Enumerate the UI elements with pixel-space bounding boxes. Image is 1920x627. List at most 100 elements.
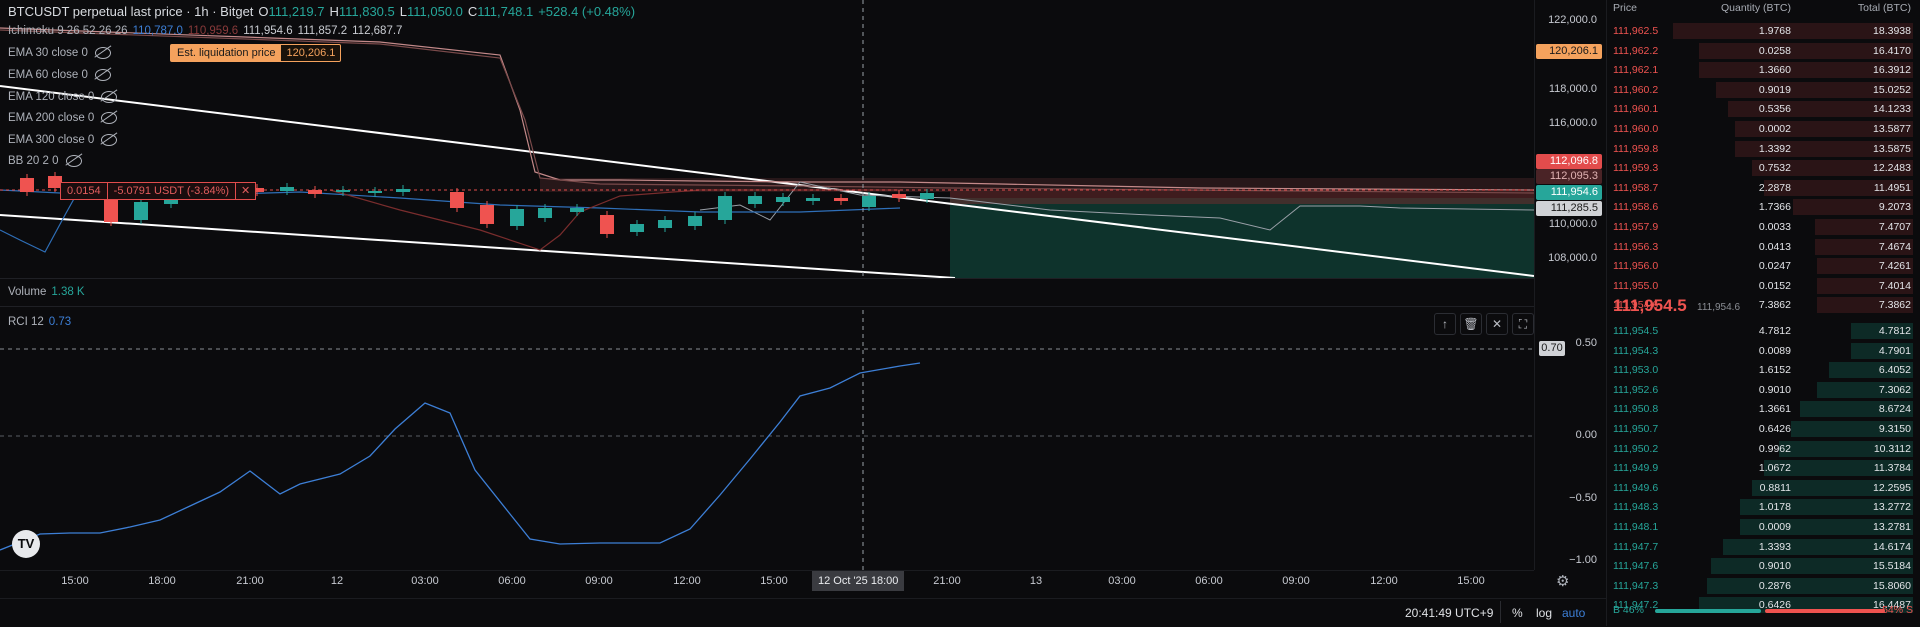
bid-row[interactable]: 111,952.6 0.9010 7.3062 (1607, 381, 1920, 399)
time-axis[interactable]: 15:00 18:00 21:00 12 03:00 06:00 09:00 1… (0, 570, 1534, 593)
ohlc-open: O111,219.7 (258, 4, 325, 19)
bid-row[interactable]: 111,950.8 1.3661 8.6724 (1607, 400, 1920, 418)
close-position-icon[interactable]: ✕ (241, 185, 251, 197)
depth-bar (1723, 538, 1913, 555)
maximize-pane-button[interactable]: ⛶ (1512, 313, 1534, 335)
time-tick: 13 (1029, 575, 1043, 587)
bid-row[interactable]: 111,947.6 0.9010 15.5184 (1607, 557, 1920, 575)
bid-row[interactable]: 111,954.5 4.7812 4.7812 (1607, 322, 1920, 340)
bid-row[interactable]: 111,949.9 1.0672 11.3784 (1607, 459, 1920, 477)
bid-row[interactable]: 111,947.3 0.2876 15.8060 (1607, 577, 1920, 595)
percent-toggle[interactable]: % (1512, 606, 1523, 620)
time-tick: 12 (330, 575, 344, 587)
candle (368, 191, 382, 193)
bid-row[interactable]: 111,947.7 1.3393 14.6174 (1607, 538, 1920, 556)
position-marker[interactable]: 0.0154 -5.0791 USDT (-3.84%) ✕ (60, 182, 257, 200)
current-price-tag: 111,954.6 (1536, 185, 1602, 200)
order-quantity: 0.5356 (1758, 103, 1791, 116)
bid-row[interactable]: 111,948.3 1.0178 13.2772 (1607, 498, 1920, 516)
ask-row[interactable]: 111,962.5 1.9768 18.3938 (1607, 22, 1920, 40)
order-price: 111,947.7 (1613, 540, 1659, 553)
order-price: 111,955.0 (1613, 279, 1659, 292)
ask-row[interactable]: 111,959.3 0.7532 12.2483 (1607, 159, 1920, 177)
ema200-legend[interactable]: EMA 200 close 0 (8, 112, 118, 124)
order-quantity: 1.9768 (1758, 25, 1791, 37)
ema120-legend[interactable]: EMA 120 close 0 (8, 91, 118, 103)
candle (134, 202, 148, 220)
order-total: 6.4052 (1878, 364, 1911, 377)
ask-row[interactable]: 111,962.1 1.3660 16.3912 (1607, 61, 1920, 79)
order-price: 111,962.5 (1613, 25, 1659, 37)
eye-hidden-icon[interactable] (101, 91, 118, 103)
tradingview-logo-icon[interactable]: TV (12, 530, 40, 558)
bid-row[interactable]: 111,949.6 0.8811 12.2595 (1607, 479, 1920, 497)
order-price: 111,947.6 (1613, 560, 1659, 573)
eye-hidden-icon[interactable] (101, 134, 118, 146)
bid-row[interactable]: 111,950.7 0.6426 9.3150 (1607, 420, 1920, 438)
bid-row[interactable]: 111,954.3 0.0089 4.7901 (1607, 342, 1920, 360)
clock-timezone[interactable]: 20:41:49 UTC+9 (1405, 606, 1494, 620)
order-price: 111,962.2 (1613, 44, 1659, 57)
bid-row[interactable]: 111,948.1 0.0009 13.2781 (1607, 518, 1920, 536)
order-quantity: 0.0033 (1758, 221, 1791, 233)
ask-row[interactable]: 111,959.8 1.3392 13.5875 (1607, 140, 1920, 158)
bid-row[interactable]: 111,953.0 1.6152 6.4052 (1607, 361, 1920, 379)
rci-legend[interactable]: RCI 12 0.73 (8, 316, 71, 328)
sell-ratio-bar (1765, 609, 1885, 613)
eye-hidden-icon[interactable] (65, 155, 82, 167)
price-axis[interactable]: 122,000.0 118,000.0 116,000.0 110,000.0 … (1534, 0, 1607, 570)
ema60-legend[interactable]: EMA 60 close 0 (8, 69, 111, 81)
settings-gear-icon[interactable]: ⚙ (1556, 573, 1570, 590)
trendline-lower[interactable] (0, 214, 956, 278)
time-tick: 15:00 (760, 575, 788, 587)
order-price: 111,958.6 (1613, 201, 1659, 214)
candle (450, 192, 464, 208)
order-total: 9.2073 (1878, 201, 1911, 214)
ask-row[interactable]: 111,958.6 1.7366 9.2073 (1607, 198, 1920, 216)
rci-plot[interactable] (0, 310, 1534, 570)
order-total: 7.4707 (1878, 221, 1911, 233)
time-tick: 12:00 (1370, 575, 1398, 587)
liquidation-marker[interactable]: Est. liquidation price 120,206.1 (170, 44, 342, 62)
ema300-legend[interactable]: EMA 300 close 0 (8, 134, 118, 146)
order-quantity: 1.3660 (1758, 64, 1791, 77)
ask-row[interactable]: 111,962.2 0.0258 16.4170 (1607, 42, 1920, 60)
order-quantity: 0.0002 (1758, 123, 1791, 135)
trendline-upper[interactable] (0, 85, 1534, 277)
ask-row[interactable]: 111,956.3 0.0413 7.4674 (1607, 238, 1920, 256)
ask-row[interactable]: 111,960.0 0.0002 13.5877 (1607, 120, 1920, 138)
ask-row[interactable]: 111,960.1 0.5356 14.1233 (1607, 100, 1920, 118)
delete-pane-button[interactable]: 🗑 (1460, 313, 1482, 335)
order-total: 13.2781 (1873, 521, 1911, 533)
time-tick: 12:00 (673, 575, 701, 587)
ask-row[interactable]: 111,956.0 0.0247 7.4261 (1607, 257, 1920, 275)
pane-divider (0, 306, 1534, 307)
ask-row[interactable]: 111,958.7 2.2878 11.4951 (1607, 179, 1920, 197)
log-toggle[interactable]: log (1536, 606, 1553, 620)
chart-panel[interactable]: BTCUSDT perpetual last price · 1h · Bitg… (0, 0, 1606, 626)
time-tick: 21:00 (236, 575, 264, 587)
ask-row[interactable]: 111,960.2 0.9019 15.0252 (1607, 81, 1920, 99)
volume-legend[interactable]: Volume 1.38 K (8, 286, 85, 298)
ichimoku-legend[interactable]: Ichimoku 9 26 52 26 26 110,787.0 110,959… (8, 25, 402, 37)
ask-row[interactable]: 111,955.0 0.0152 7.4014 (1607, 277, 1920, 295)
bid-row[interactable]: 111,950.2 0.9962 10.3112 (1607, 440, 1920, 458)
main-price-plot[interactable]: BTCUSDT perpetual last price · 1h · Bitg… (0, 0, 1534, 278)
ema30-legend[interactable]: EMA 30 close 0 (8, 47, 111, 59)
auto-toggle[interactable]: auto (1562, 606, 1586, 620)
eye-hidden-icon[interactable] (101, 112, 118, 124)
order-book-header: Price Quantity (BTC) Total (BTC) (1607, 2, 1920, 20)
ask-row[interactable]: 111,954.6 7.3862 7.3862 (1607, 296, 1920, 314)
move-up-button[interactable]: ↑ (1434, 313, 1456, 335)
eye-hidden-icon[interactable] (94, 47, 111, 59)
candle (748, 196, 762, 204)
order-price: 111,948.3 (1613, 501, 1659, 514)
eye-hidden-icon[interactable] (94, 69, 111, 81)
bb-legend[interactable]: BB 20 2 0 (8, 155, 82, 167)
liquidation-value: 120,206.1 (286, 47, 336, 59)
order-quantity: 1.6152 (1758, 364, 1791, 377)
time-tick: 18:00 (148, 575, 176, 587)
ask-row[interactable]: 111,957.9 0.0033 7.4707 (1607, 218, 1920, 236)
order-total: 15.8060 (1873, 579, 1911, 592)
close-pane-button[interactable]: ✕ (1486, 313, 1508, 335)
